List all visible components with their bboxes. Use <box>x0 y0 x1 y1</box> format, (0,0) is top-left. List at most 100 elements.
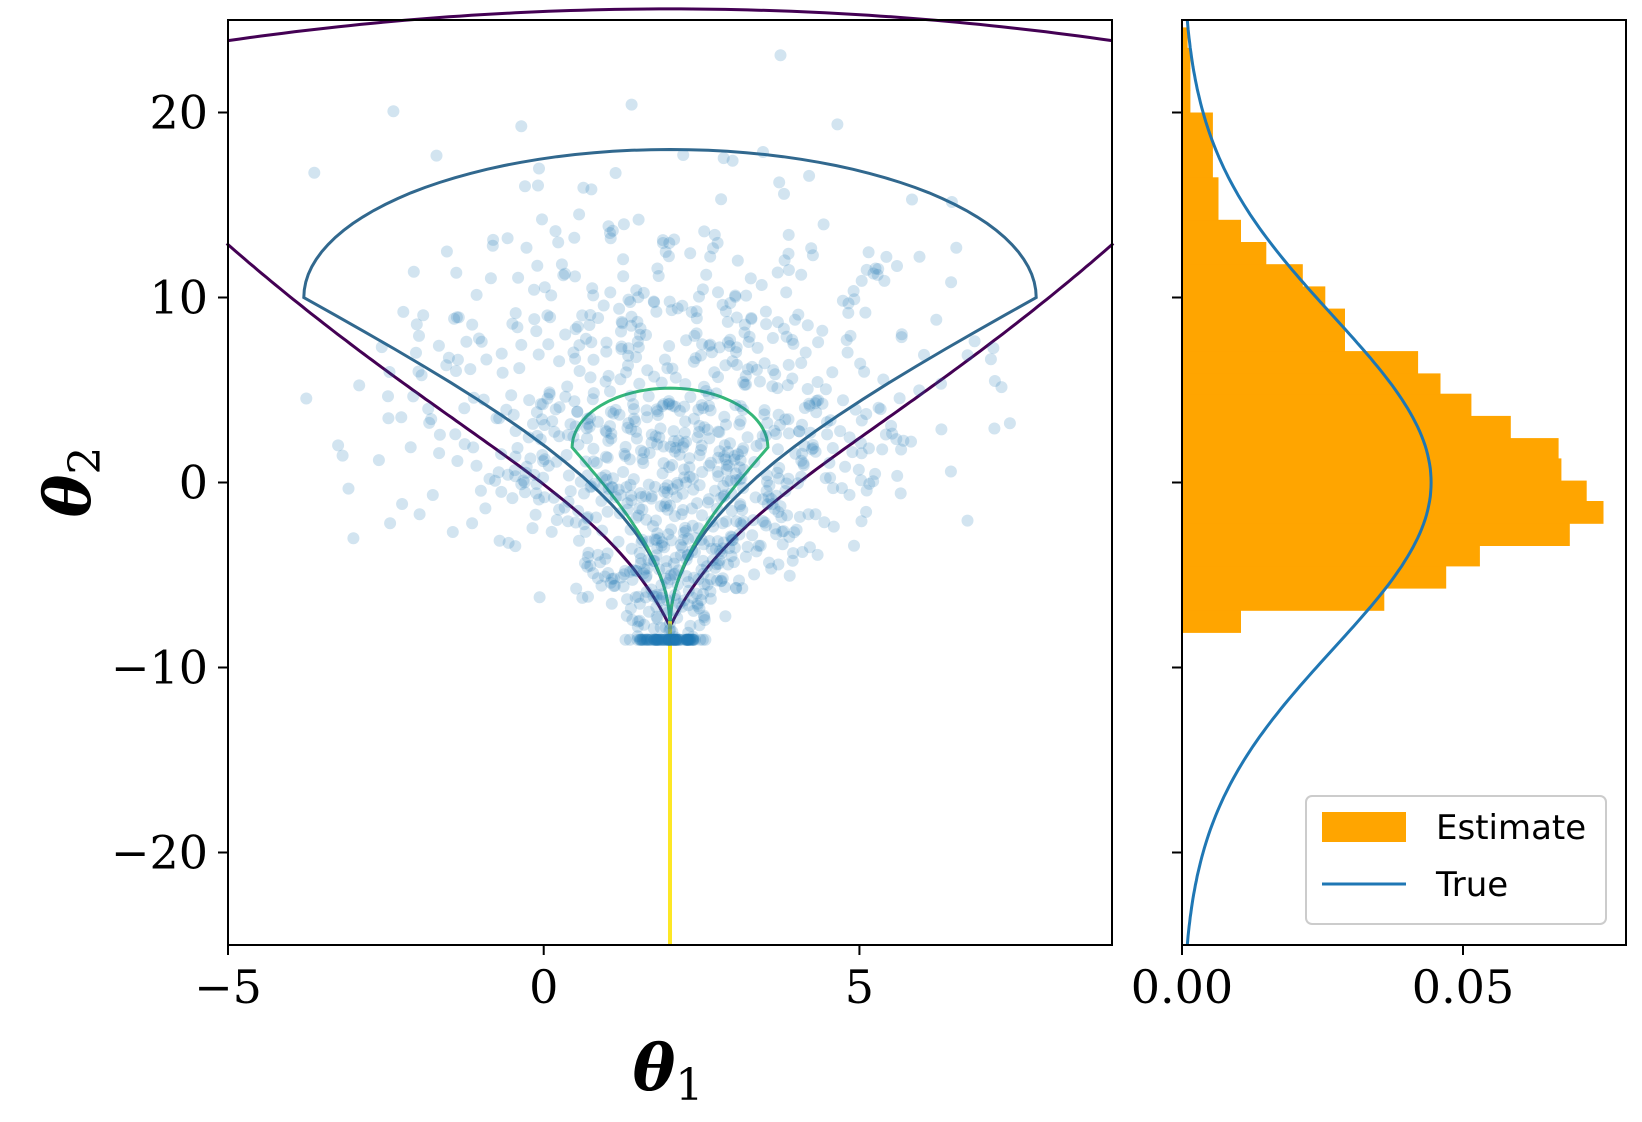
scatter-point <box>625 489 638 502</box>
scatter-point <box>617 580 630 593</box>
scatter-point <box>553 430 566 443</box>
scatter-point <box>733 461 746 474</box>
scatter-point <box>763 479 776 492</box>
scatter-point <box>662 633 675 646</box>
scatter-point <box>571 405 584 418</box>
scatter-point <box>679 524 692 537</box>
scatter-point <box>755 279 768 291</box>
scatter-point <box>606 572 618 585</box>
scatter-point <box>673 633 686 646</box>
scatter-point <box>656 467 669 480</box>
scatter-point <box>396 498 409 510</box>
scatter-point <box>511 442 524 454</box>
scatter-point <box>536 213 548 226</box>
scatter-point <box>601 505 614 518</box>
scatter-point <box>641 562 654 575</box>
scatter-point <box>704 404 717 417</box>
scatter-point <box>935 423 948 436</box>
scatter-point <box>535 413 548 426</box>
scatter-point <box>630 565 643 578</box>
scatter-point <box>650 633 662 646</box>
scatter-point <box>666 633 679 646</box>
scatter-point <box>721 315 734 328</box>
scatter-point <box>695 444 707 456</box>
scatter-point <box>543 388 556 401</box>
scatter-point <box>533 591 546 604</box>
scatter-point <box>667 633 680 646</box>
scatter-point <box>625 310 638 323</box>
scatter-point <box>652 633 665 646</box>
scatter-point <box>650 633 663 646</box>
scatter-point <box>667 633 680 646</box>
scatter-point <box>842 306 855 319</box>
scatter-point <box>669 592 682 605</box>
scatter-point <box>587 289 600 302</box>
scatter-point <box>583 420 596 433</box>
histogram-bar <box>1182 177 1219 201</box>
scatter-point <box>423 416 436 429</box>
scatter-point <box>608 579 621 592</box>
scatter-point <box>724 474 737 487</box>
scatter-point <box>573 208 586 221</box>
scatter-point <box>795 268 808 281</box>
scatter-point <box>682 576 695 588</box>
scatter-point <box>665 304 678 317</box>
scatter-point <box>716 572 729 585</box>
scatter-point <box>546 415 559 428</box>
scatter-point <box>824 471 837 484</box>
scatter-point <box>648 370 661 383</box>
histogram-bar <box>1182 565 1447 589</box>
scatter-point <box>579 525 592 538</box>
scatter-point <box>550 455 563 468</box>
scatter-point <box>656 633 669 646</box>
scatter-point <box>789 447 802 460</box>
histogram-bar <box>1182 351 1419 374</box>
histogram-bar <box>1182 610 1241 633</box>
scatter-point <box>634 557 647 570</box>
scatter-point <box>698 225 711 238</box>
scatter-point <box>347 532 360 545</box>
scatter-point <box>792 308 805 321</box>
scatter-point <box>657 398 670 411</box>
scatter-point <box>621 497 634 510</box>
scatter-point <box>872 263 885 275</box>
scatter-point <box>634 633 647 646</box>
histogram-bar <box>1182 199 1219 221</box>
scatter-point <box>595 494 608 507</box>
scatter-point <box>549 225 562 238</box>
scatter-point <box>466 517 479 530</box>
scatter-point <box>819 383 832 396</box>
scatter-point <box>855 447 868 460</box>
scatter-point <box>384 517 397 530</box>
scatter-point <box>681 548 694 561</box>
scatter-point <box>733 528 746 541</box>
scatter-point <box>656 400 669 412</box>
scatter-point <box>483 472 496 485</box>
scatter-point <box>629 415 642 428</box>
scatter-point <box>762 490 775 503</box>
scatter-point <box>559 267 571 280</box>
histogram-bar <box>1182 415 1511 439</box>
scatter-point <box>677 504 689 516</box>
scatter-point <box>891 260 903 272</box>
scatter-point <box>604 227 616 239</box>
scatter-point <box>855 414 868 427</box>
histogram-bar <box>1182 242 1267 265</box>
scatter-point <box>585 336 598 349</box>
scatter-point <box>715 193 728 206</box>
scatter-point <box>676 487 689 500</box>
scatter-point <box>702 388 715 401</box>
scatter-point <box>715 547 728 560</box>
scatter-point <box>605 432 618 445</box>
scatter-point <box>588 477 601 490</box>
scatter-point <box>663 461 676 474</box>
scatter-point <box>638 618 651 631</box>
scatter-point <box>855 474 867 487</box>
scatter-point <box>657 440 670 453</box>
scatter-point <box>353 379 366 392</box>
scatter-point <box>771 316 784 329</box>
scatter-point <box>680 435 693 448</box>
scatter-point <box>722 460 735 472</box>
scatter-point <box>718 439 731 452</box>
scatter-point <box>818 516 831 529</box>
